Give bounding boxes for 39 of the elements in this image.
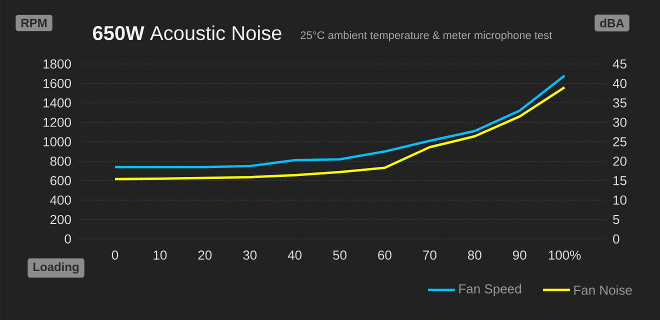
- x-tick-label: 50: [333, 250, 346, 260]
- y-tick-label: 1400: [44, 98, 71, 108]
- y-tick-label: 600: [50, 176, 71, 186]
- y-tick-label: 0: [64, 234, 71, 244]
- y2-tick-label: 10: [614, 195, 626, 205]
- y-axis-title: RPM: [21, 18, 47, 28]
- x-tick-label: 40: [288, 250, 302, 260]
- x-tick-label: 20: [198, 250, 212, 260]
- x-tick-label: 0: [112, 250, 118, 260]
- y-tick-label: 1600: [44, 78, 71, 88]
- y2-tick-label: 0: [613, 234, 620, 244]
- y-tick-label: 1200: [44, 118, 71, 127]
- y2-tick-label: 15: [614, 176, 626, 186]
- y2-tick-label: 40: [612, 78, 626, 88]
- chart-title: 650W Acoustic Noise: [92, 26, 282, 40]
- x-axis-title: Loading: [33, 262, 79, 274]
- y2-tick-label: 30: [613, 118, 626, 127]
- x-tick-label: 80: [468, 250, 482, 260]
- y2-axis-title: dBA: [600, 18, 624, 28]
- x-tick-label: 100%: [548, 250, 581, 260]
- legend-label: Fan Speed: [459, 284, 521, 296]
- x-tick-label: 90: [512, 250, 526, 260]
- x-tick-label: 60: [378, 250, 392, 260]
- y-tick-label: 1800: [44, 59, 71, 69]
- y-tick-label: 200: [50, 214, 71, 224]
- y-tick-label: 400: [50, 195, 71, 205]
- y2-tick-label: 25: [613, 137, 626, 146]
- y-tick-label: 1000: [44, 137, 71, 146]
- y2-tick-label: 35: [613, 98, 626, 108]
- y2-tick-label: 20: [613, 156, 626, 166]
- x-tick-label: 70: [423, 250, 436, 260]
- legend-label: Fan Noise: [574, 285, 632, 295]
- y2-tick-label: 5: [613, 215, 620, 224]
- y-tick-label: 800: [50, 156, 71, 166]
- chart-subtitle: 25°C ambient temperature & meter microphone test: [300, 31, 552, 42]
- y2-tick-label: 45: [612, 59, 626, 69]
- x-tick-label: 10: [154, 250, 167, 260]
- x-tick-label: 30: [243, 250, 257, 260]
- line-series: [114, 86, 566, 180]
